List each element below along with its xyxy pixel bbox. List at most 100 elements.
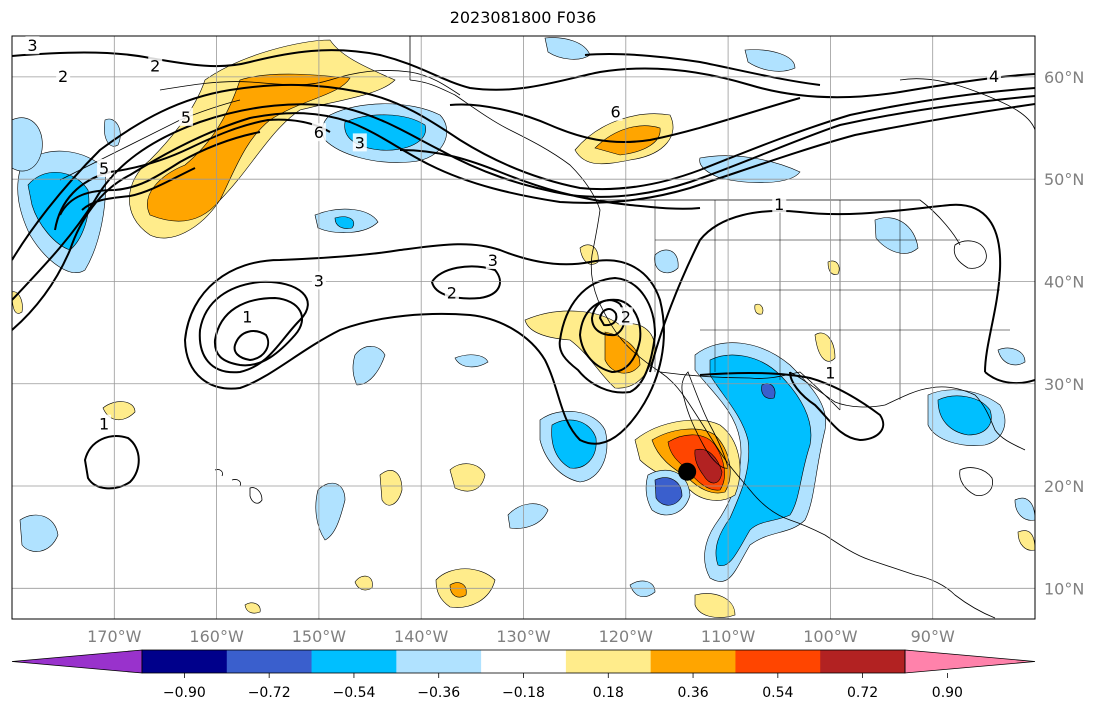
coastlines bbox=[59, 36, 1035, 619]
contour-line bbox=[598, 308, 618, 327]
contour-label: 2 bbox=[150, 57, 160, 76]
negative-anomaly bbox=[19, 514, 59, 552]
longitude-label: 90°W bbox=[911, 627, 955, 646]
contour-line bbox=[54, 118, 331, 231]
positive-anomaly bbox=[244, 602, 261, 614]
colorbar-label: 0.54 bbox=[762, 685, 793, 701]
contour-label-backdrop bbox=[148, 56, 163, 75]
positive-anomaly bbox=[449, 463, 486, 492]
negative-anomaly bbox=[334, 216, 355, 229]
map-frame bbox=[11, 35, 1036, 620]
contour-label-backdrop bbox=[987, 66, 1002, 85]
contour-label-backdrop bbox=[178, 107, 193, 126]
contour-label: 3 bbox=[355, 133, 365, 152]
colorbar-label: −0.54 bbox=[332, 685, 375, 701]
contour-line bbox=[83, 435, 140, 490]
latitude-label: 30°N bbox=[1044, 375, 1084, 394]
positive-anomaly bbox=[754, 303, 764, 315]
alaska-coast bbox=[159, 70, 461, 96]
positive-anomaly bbox=[827, 260, 840, 275]
contour-label-backdrop bbox=[240, 307, 255, 326]
north-america-west-coast bbox=[409, 79, 996, 619]
colorbar-segment bbox=[820, 650, 906, 673]
gridlines bbox=[12, 36, 1035, 619]
contour-line bbox=[213, 296, 304, 367]
longitude-label: 160°W bbox=[189, 627, 244, 646]
contour-label: 4 bbox=[989, 67, 999, 86]
contour-labels: 2 3 2 5 5 6 3 6 4 1 3 1 3 2 2 1 1 bbox=[25, 36, 1002, 434]
contour-label: 5 bbox=[181, 108, 191, 127]
negative-anomaly bbox=[709, 354, 812, 567]
contour-label-backdrop bbox=[56, 66, 71, 85]
gulf-of-mexico-coast bbox=[789, 371, 1026, 451]
latitude-label: 50°N bbox=[1044, 170, 1084, 189]
contour-label-backdrop bbox=[608, 102, 623, 121]
positive-anomaly bbox=[1017, 530, 1035, 551]
contour-label-backdrop bbox=[444, 283, 459, 302]
contour-line bbox=[649, 203, 1002, 373]
contour-label: 2 bbox=[621, 307, 631, 326]
colorbar-segment bbox=[311, 650, 397, 673]
negative-anomaly bbox=[654, 477, 683, 506]
contour-line bbox=[12, 103, 1035, 331]
contour-label-backdrop bbox=[97, 158, 112, 177]
contour-line bbox=[12, 49, 1035, 99]
contour-label-backdrop bbox=[772, 194, 787, 213]
colorbar-label: 0.72 bbox=[847, 685, 878, 701]
colorbar-label: 0.36 bbox=[677, 685, 708, 701]
contour-label-backdrop bbox=[485, 251, 500, 270]
aleutian-islands bbox=[59, 99, 241, 181]
negative-anomaly bbox=[12, 117, 43, 172]
negative-anomaly bbox=[654, 249, 679, 274]
colorbar-segment bbox=[735, 650, 821, 673]
contour-label: 2 bbox=[447, 284, 457, 303]
contour-line bbox=[399, 149, 701, 210]
colorbar-label: −0.90 bbox=[163, 685, 206, 701]
longitude-tick-labels: 170°W 160°W 150°W 140°W 130°W 120°W 110°W 100°W… bbox=[87, 627, 955, 646]
baja-california bbox=[681, 371, 729, 469]
contour-label: 1 bbox=[242, 307, 252, 326]
contour-line bbox=[12, 83, 1035, 261]
positive-anomaly bbox=[147, 73, 351, 222]
contour-line bbox=[81, 167, 196, 211]
contour-label: 6 bbox=[314, 123, 324, 142]
colorbar-label: −0.18 bbox=[502, 685, 545, 701]
contour-line bbox=[584, 53, 821, 86]
hudson-bay bbox=[899, 78, 1035, 131]
canada-border bbox=[409, 36, 961, 246]
contour-label: 3 bbox=[488, 251, 498, 270]
contour-line bbox=[699, 371, 885, 442]
contour-label: 1 bbox=[825, 364, 835, 383]
contour-line bbox=[59, 131, 261, 216]
negative-anomaly bbox=[551, 419, 597, 469]
contour-line bbox=[183, 243, 665, 445]
contour-label: 2 bbox=[58, 67, 68, 86]
contour-label-backdrop bbox=[311, 271, 326, 290]
longitude-label: 150°W bbox=[292, 627, 347, 646]
contour-line bbox=[984, 371, 1035, 385]
contour-label: 3 bbox=[314, 271, 324, 290]
contour-label: 3 bbox=[27, 36, 37, 55]
contour-label-backdrop bbox=[352, 133, 367, 152]
contour-label-backdrop bbox=[823, 363, 838, 382]
yucatan bbox=[959, 467, 993, 497]
colorbar-label: 0.18 bbox=[593, 685, 624, 701]
longitude-label: 100°W bbox=[803, 627, 858, 646]
colorbar: −0.90 −0.72 −0.54 −0.36 −0.18 0.18 0.36 0.54 0.7… bbox=[11, 649, 1036, 701]
colorbar-label: −0.72 bbox=[248, 685, 291, 701]
colorbar-segment bbox=[142, 650, 228, 673]
contour-line bbox=[233, 330, 270, 362]
contour-lines bbox=[12, 49, 1035, 490]
colorbar-extend-min bbox=[11, 649, 143, 674]
contour-label-backdrop bbox=[25, 36, 40, 55]
contour-line bbox=[449, 97, 801, 143]
positive-anomaly bbox=[449, 582, 467, 598]
negative-anomaly bbox=[874, 217, 919, 254]
negative-anomaly bbox=[744, 49, 796, 72]
colorbar-segment bbox=[481, 650, 567, 673]
negative-anomaly bbox=[315, 482, 346, 541]
map-area bbox=[12, 36, 1035, 619]
storm-center-marker bbox=[678, 462, 697, 481]
latitude-label: 20°N bbox=[1044, 477, 1084, 496]
colorbar-label: 0.90 bbox=[932, 685, 963, 701]
